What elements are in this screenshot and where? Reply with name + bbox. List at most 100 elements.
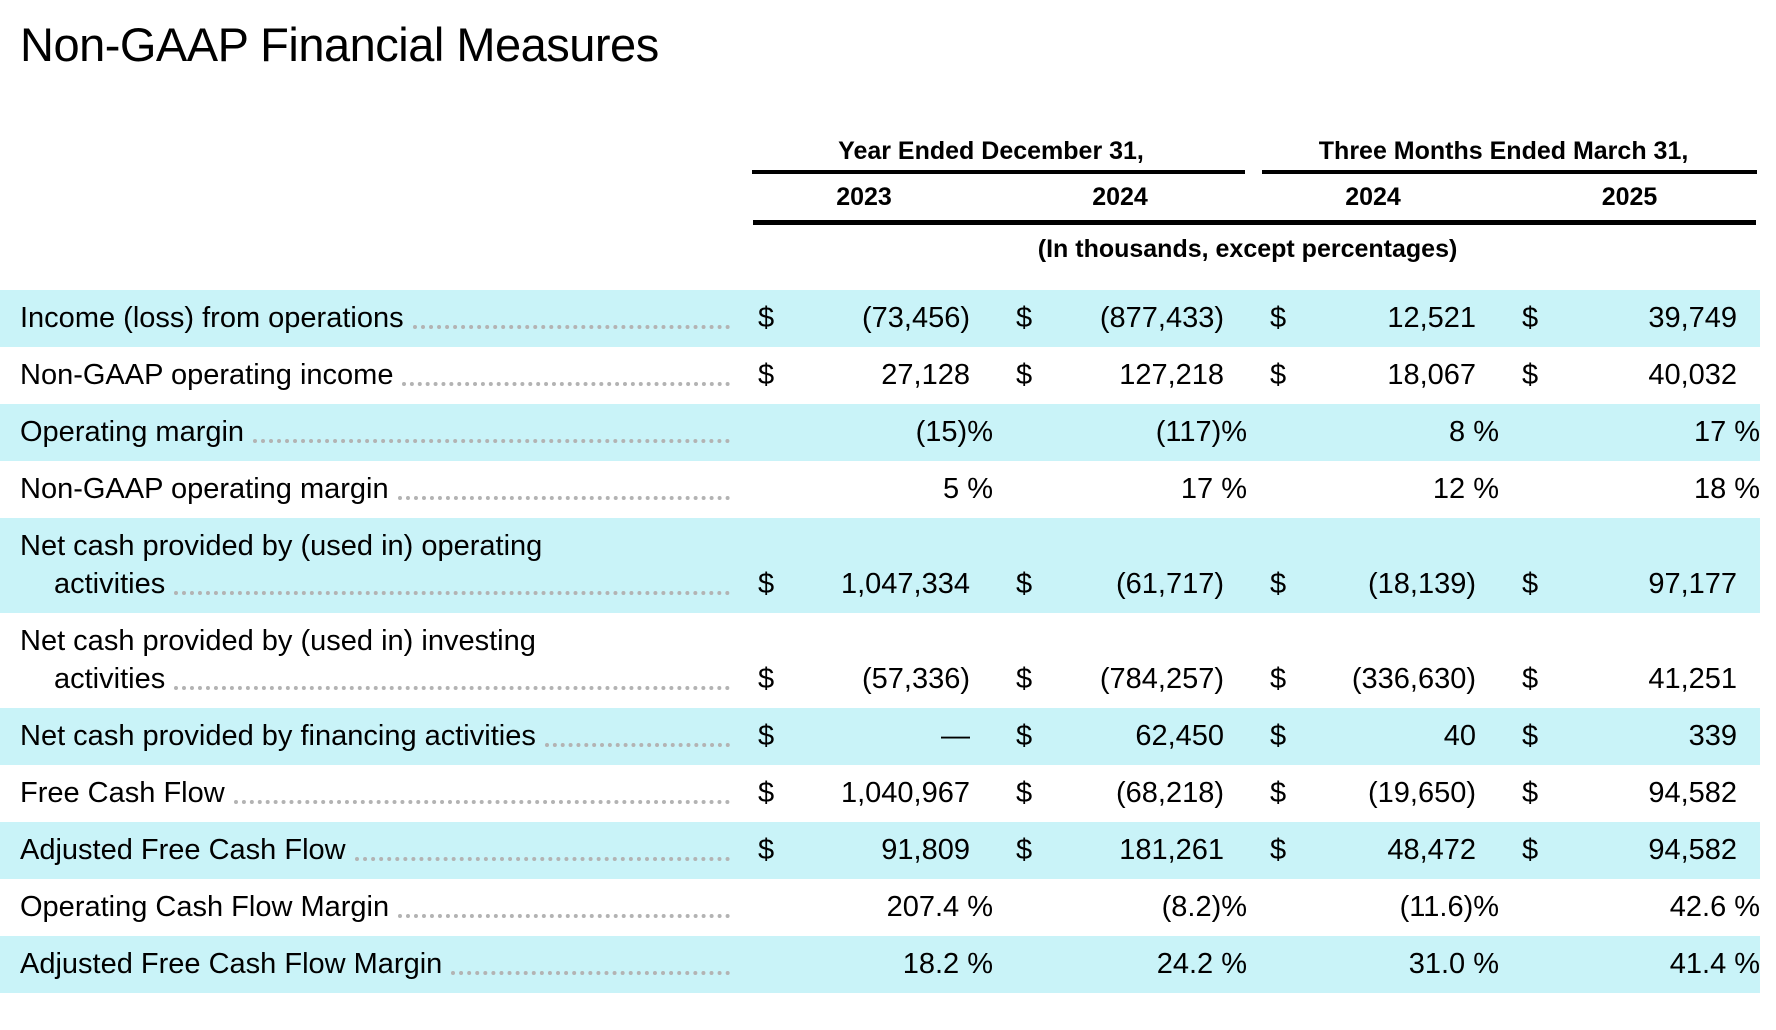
table-row: Operating margin (15)% (117)% 8 % 17 % (0, 404, 1761, 462)
row-label-text: activities (54, 663, 166, 696)
row-label-text: Income (loss) from operations (20, 302, 404, 335)
period-group-label: Year Ended December 31, (838, 137, 1144, 166)
currency-symbol: $ (1522, 777, 1539, 810)
dotted-leader (451, 971, 730, 976)
row-label: Adjusted Free Cash Flow Margin (0, 936, 735, 993)
currency-symbol: $ (758, 834, 775, 867)
row-label-text: Non-GAAP operating margin (20, 473, 389, 506)
currency-symbol: $ (1016, 834, 1033, 867)
header-rule (752, 170, 1246, 175)
dotted-leader (354, 857, 730, 862)
table-row: Non-GAAP operating margin 5 % 17 % 12 % 18 % (0, 461, 1760, 518)
column-year-2025-q1: 2025 (1601, 183, 1658, 212)
value-cell: 18,067 (1387, 359, 1477, 392)
value-cell: — (941, 720, 970, 753)
currency-symbol (735, 404, 785, 461)
row-label-text: Operating margin (20, 416, 245, 449)
rule-row (0, 218, 1760, 226)
currency-symbol: $ (1016, 359, 1033, 392)
row-label-text: Adjusted Free Cash Flow (20, 834, 346, 867)
currency-symbol: $ (1522, 663, 1539, 696)
currency-symbol (735, 461, 785, 518)
currency-symbol (1247, 461, 1297, 518)
row-label: Net cash provided by financing activitie… (0, 708, 735, 765)
value-cell: (57,336) (861, 663, 970, 696)
currency-symbol (1247, 879, 1297, 936)
column-year-2024-q1: 2024 (1345, 183, 1401, 212)
value-cell: 5 % (943, 473, 993, 506)
value-cell: 62,450 (1135, 720, 1225, 753)
table-row: Adjusted Free Cash Flow Margin 18.2 % 24.2… (0, 936, 1761, 994)
header-rule-cell (735, 218, 1760, 226)
value-cell: 41.4 % (1669, 948, 1761, 981)
value-cell: 41,251 (1648, 663, 1738, 696)
row-label: Operating Cash Flow Margin (0, 879, 735, 936)
value-cell: 94,582 (1648, 834, 1738, 867)
column-year-2023: 2023 (836, 183, 892, 212)
value-cell: (8.2)% (1161, 891, 1248, 924)
value-cell: 17 % (1693, 416, 1761, 449)
value-cell: 97,177 (1648, 568, 1738, 601)
table-row: Net cash provided by financing activitie… (0, 708, 1761, 766)
currency-symbol: $ (1270, 720, 1287, 753)
value-cell: 17 % (1180, 473, 1248, 506)
period-group-year-ended: Year Ended December 31, (735, 134, 1247, 175)
row-label: Adjusted Free Cash Flow (0, 822, 735, 879)
column-year-2024: 2024 (1092, 183, 1148, 212)
currency-symbol: $ (1270, 777, 1287, 810)
year-row: 2023 2024 2024 2025 (0, 174, 1760, 218)
row-label: Income (loss) from operations (0, 290, 735, 347)
table-row: Net cash provided by (used in) operating… (0, 518, 1761, 614)
currency-symbol: $ (1522, 359, 1539, 392)
row-label-text: Free Cash Flow (20, 777, 225, 810)
currency-symbol: $ (758, 663, 775, 696)
table-body: Income (loss) from operations $ (73,456) $ (… (0, 290, 1761, 994)
currency-symbol: $ (1270, 302, 1287, 335)
currency-symbol: $ (1016, 663, 1033, 696)
value-cell: (117)% (1155, 416, 1248, 449)
row-label: Operating margin (0, 404, 735, 461)
value-cell: 39,749 (1648, 302, 1738, 335)
value-cell: 91,809 (881, 834, 970, 867)
currency-symbol: $ (1522, 568, 1539, 601)
value-cell: (784,257) (1099, 663, 1225, 696)
value-cell: 24.2 % (1156, 948, 1248, 981)
table-row: Income (loss) from operations $ (73,456) $ (… (0, 290, 1761, 348)
value-cell: 1,040,967 (840, 777, 970, 810)
table-row: Operating Cash Flow Margin 207.4 % (8.2)% (… (0, 879, 1760, 936)
currency-symbol (1499, 879, 1549, 936)
value-cell: 48,472 (1387, 834, 1477, 867)
value-cell: (877,433) (1099, 302, 1225, 335)
dotted-leader (402, 382, 730, 387)
header-rule (1262, 170, 1758, 175)
row-label-text: activities (54, 568, 166, 601)
value-cell: (11.6)% (1399, 891, 1500, 924)
value-cell: 339 (1688, 720, 1738, 753)
currency-symbol: $ (1522, 720, 1539, 753)
page-title: Non-GAAP Financial Measures (20, 18, 659, 71)
value-cell: (61,717) (1116, 568, 1225, 601)
row-label: Net cash provided by (used in) investing… (0, 613, 735, 708)
currency-symbol: $ (758, 720, 775, 753)
row-label: Non-GAAP operating income (0, 347, 735, 404)
row-label: Free Cash Flow (0, 765, 735, 822)
units-row: (In thousands, except percentages) (0, 226, 1760, 290)
header-spacer (0, 226, 735, 290)
table-row: Free Cash Flow $1,040,967 $ (68,218) $ (19,65… (0, 765, 1760, 822)
currency-symbol: $ (758, 777, 775, 810)
currency-symbol: $ (1270, 834, 1287, 867)
table-row: Adjusted Free Cash Flow $91,809 $181,261 $4… (0, 822, 1761, 880)
currency-symbol (1247, 936, 1297, 993)
value-cell: 12,521 (1387, 302, 1477, 335)
value-cell: 42.6 % (1669, 891, 1761, 924)
currency-symbol (1499, 461, 1549, 518)
currency-symbol: $ (1016, 568, 1033, 601)
dotted-leader (397, 496, 730, 501)
table-header: Year Ended December 31, Three Months End… (0, 134, 1760, 290)
value-cell: 181,261 (1119, 834, 1225, 867)
value-cell: (68,218) (1116, 777, 1225, 810)
row-label-text: Adjusted Free Cash Flow Margin (20, 948, 443, 981)
period-group-three-months: Three Months Ended March 31, (1247, 134, 1760, 175)
value-cell: 18 % (1693, 473, 1761, 506)
currency-symbol: $ (1522, 302, 1539, 335)
